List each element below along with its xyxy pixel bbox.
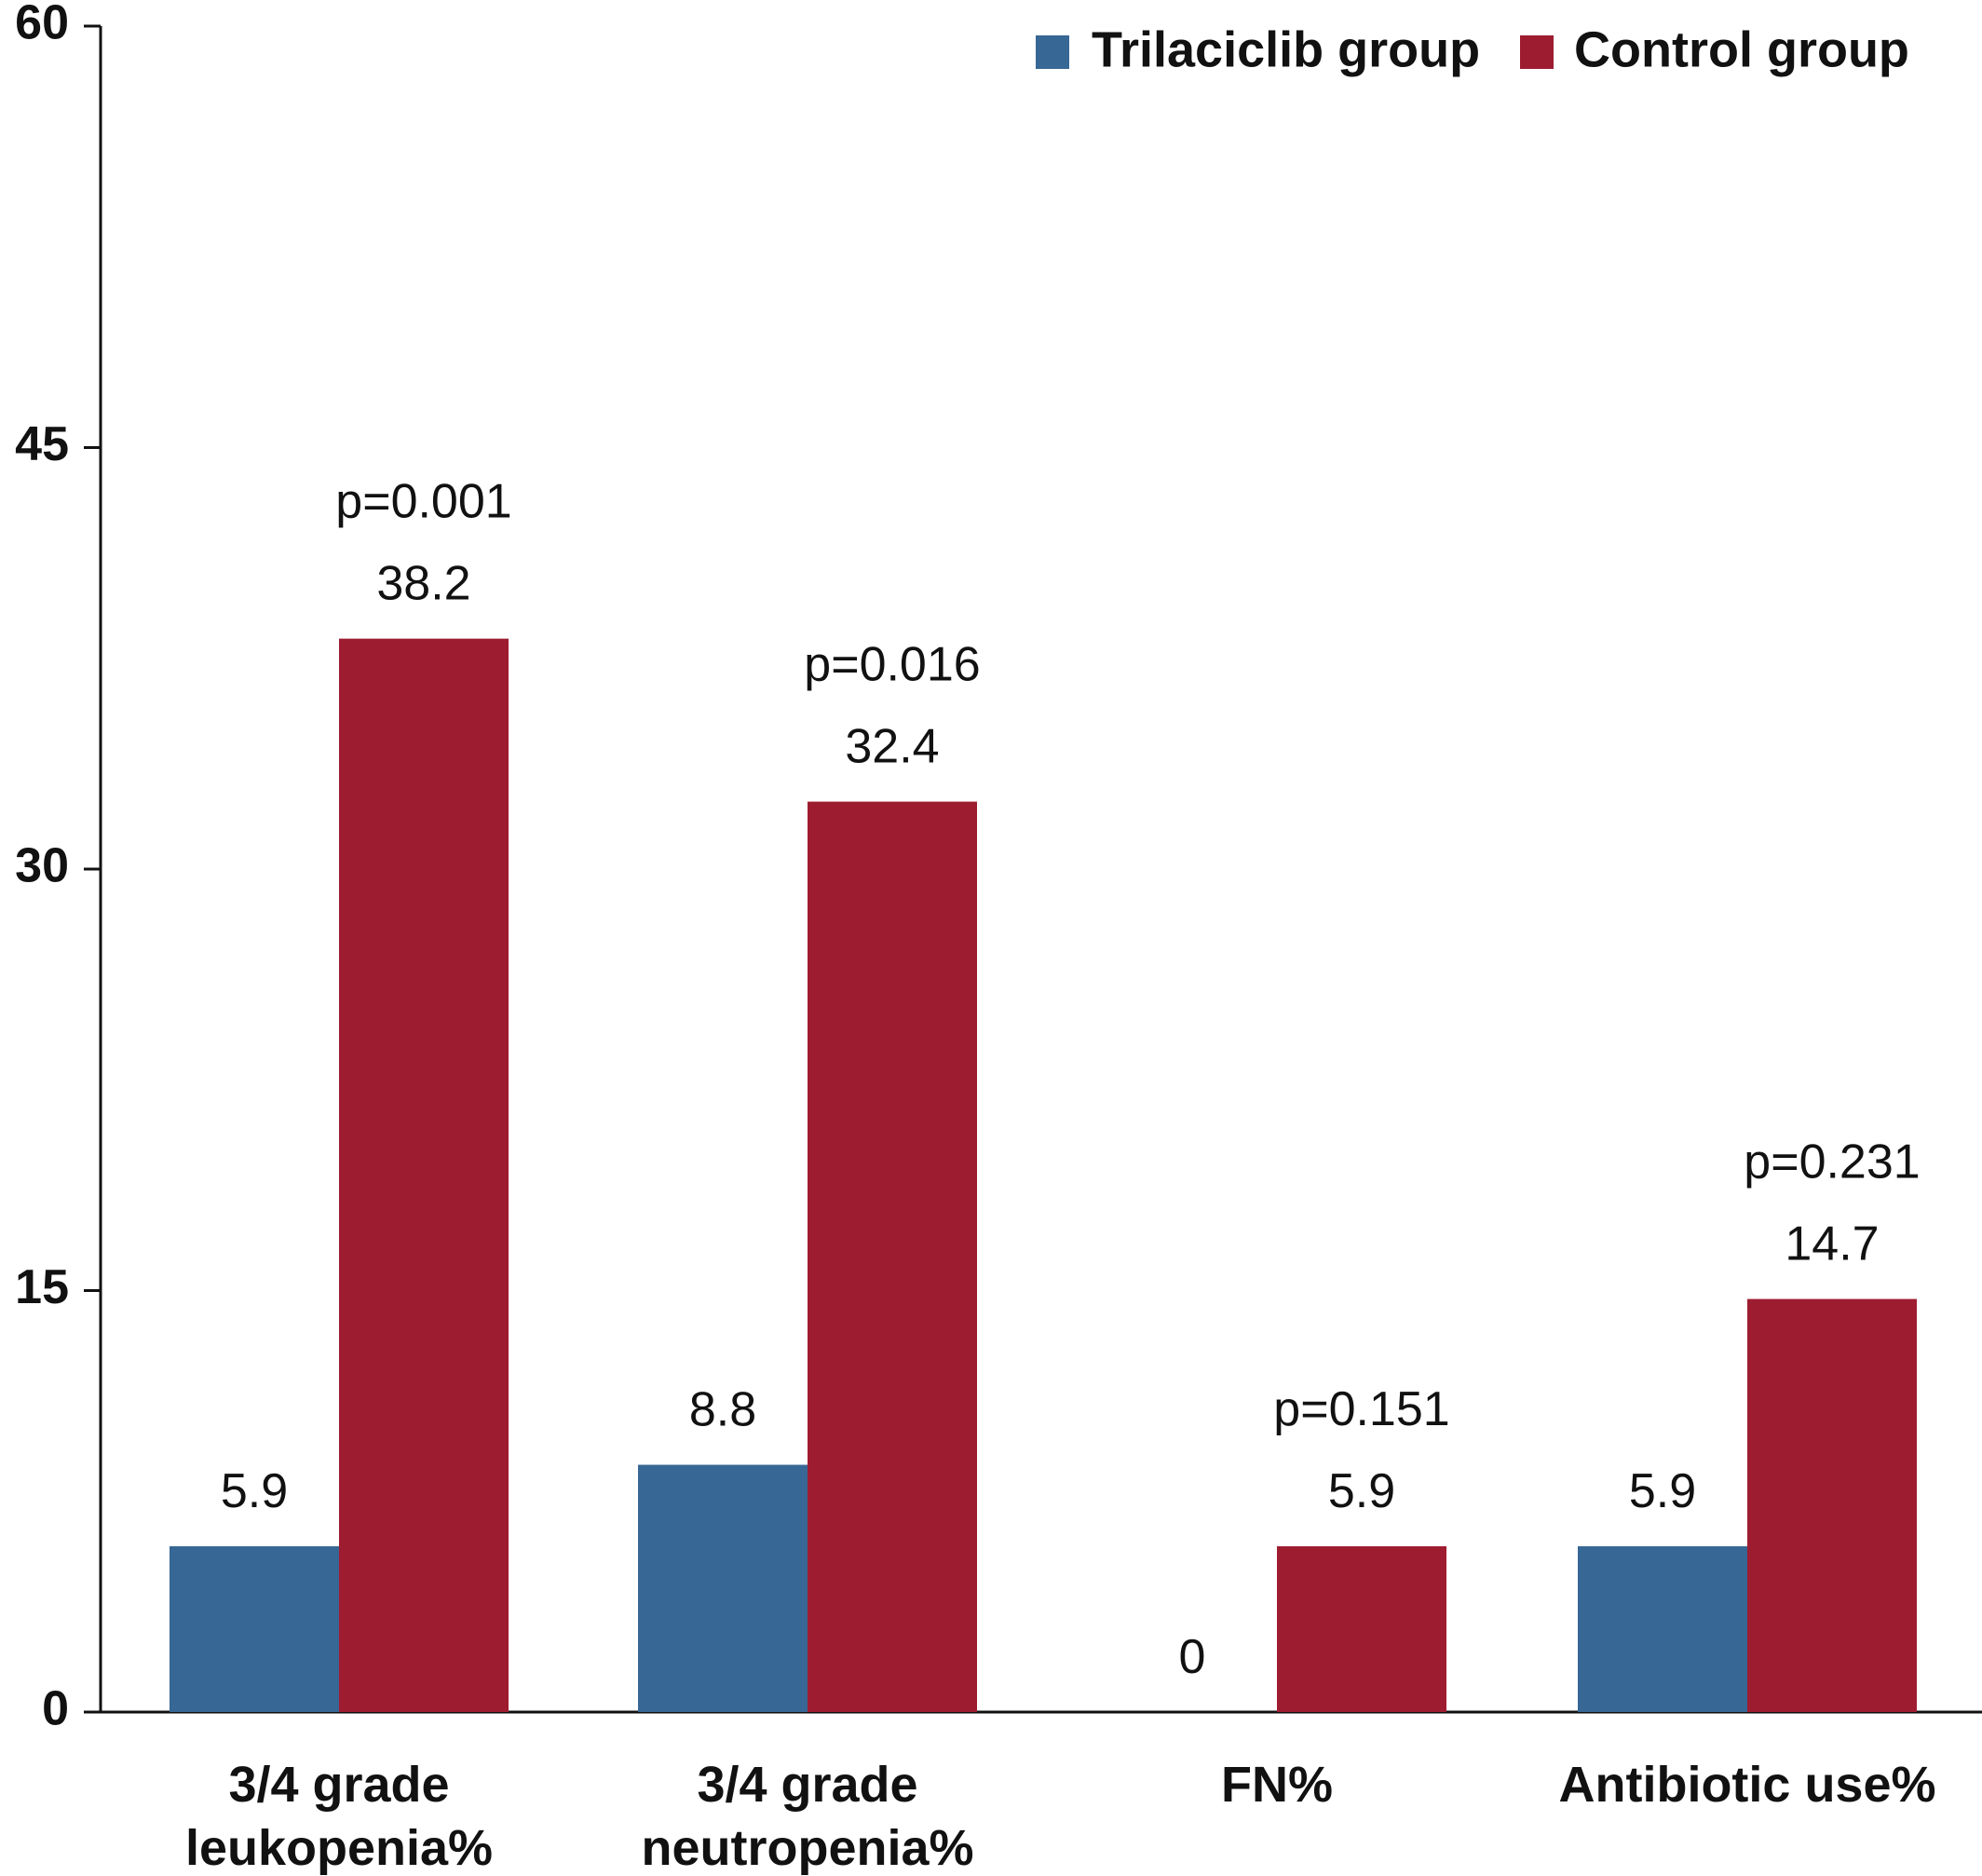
p-value-annotation: p=0.016 — [804, 638, 980, 692]
x-category-label: Antibiotic use% — [1558, 1757, 1935, 1813]
p-value-annotation: p=0.001 — [335, 475, 511, 529]
p-value-annotation: p=0.151 — [1273, 1382, 1449, 1436]
x-axis-categories: 3/4 grade leukopenia% 3/4 grade neutropenia… — [185, 1757, 1936, 1876]
data-label: 0 — [1179, 1630, 1206, 1684]
data-label: 38.2 — [376, 557, 470, 611]
bar-trilaciclib — [170, 1546, 339, 1712]
x-category-label: 3/4 grade — [697, 1757, 917, 1813]
x-category-label: neutropenia% — [641, 1820, 973, 1876]
y-tick-label: 30 — [15, 839, 69, 893]
bar-control — [1747, 1298, 1917, 1712]
bar-control — [1277, 1546, 1446, 1712]
x-category-label: leukopenia% — [185, 1820, 493, 1876]
data-label: 5.9 — [1629, 1464, 1696, 1518]
bar-control — [808, 801, 977, 1712]
y-tick-label: 0 — [42, 1682, 69, 1736]
y-tick-label: 15 — [15, 1260, 69, 1314]
x-category-label: FN% — [1221, 1757, 1333, 1813]
y-axis-ticks: 0 15 30 45 60 — [15, 0, 101, 1736]
data-label: 5.9 — [1328, 1464, 1395, 1518]
bar-control — [339, 638, 509, 1713]
data-label: 14.7 — [1785, 1217, 1879, 1271]
y-tick-label: 60 — [15, 0, 69, 50]
y-tick-label: 45 — [15, 417, 69, 471]
bars — [170, 638, 1917, 1713]
x-category-label: 3/4 grade — [228, 1757, 449, 1813]
p-value-annotation: p=0.231 — [1744, 1135, 1920, 1189]
data-label: 32.4 — [845, 720, 939, 774]
bar-trilaciclib — [638, 1464, 808, 1712]
legend: Trilaciclib group Control group — [1036, 21, 1909, 77]
data-label: 8.8 — [689, 1383, 756, 1437]
bar-trilaciclib — [1578, 1546, 1747, 1712]
data-label: 5.9 — [221, 1464, 288, 1518]
legend-label: Trilaciclib group — [1092, 21, 1480, 77]
legend-swatch — [1520, 35, 1554, 69]
data-labels: 5.9 38.2 p=0.001 8.8 32.4 p=0.016 0 5.9 p=0.151 5… — [221, 475, 1921, 1684]
legend-swatch — [1036, 35, 1069, 69]
legend-label: Control group — [1574, 21, 1909, 77]
